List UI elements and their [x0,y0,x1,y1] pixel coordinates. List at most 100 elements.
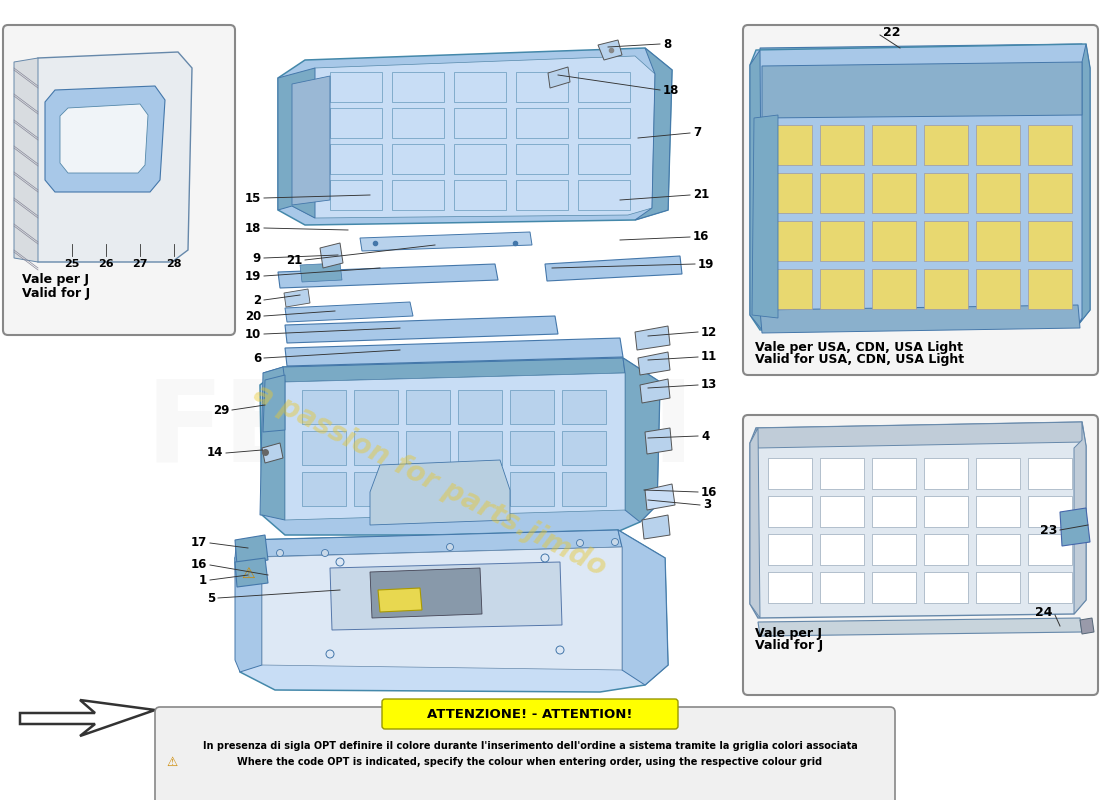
Polygon shape [924,534,968,565]
Polygon shape [1028,534,1072,565]
Polygon shape [292,56,654,218]
Polygon shape [562,431,606,465]
Polygon shape [236,530,622,557]
Polygon shape [302,390,346,424]
Polygon shape [872,496,916,527]
Polygon shape [370,568,482,618]
Polygon shape [263,358,625,382]
FancyBboxPatch shape [3,25,235,335]
Polygon shape [635,48,672,220]
Circle shape [447,543,453,550]
Circle shape [321,550,329,557]
Polygon shape [820,269,864,309]
Polygon shape [820,173,864,213]
Text: 4: 4 [701,430,710,442]
Polygon shape [454,180,506,210]
Polygon shape [762,62,1082,118]
Polygon shape [544,256,682,281]
Polygon shape [638,352,670,375]
Polygon shape [330,180,382,210]
Polygon shape [406,472,450,506]
Polygon shape [578,144,630,174]
Polygon shape [976,496,1020,527]
Polygon shape [510,431,554,465]
Text: 26: 26 [98,259,113,269]
Polygon shape [278,264,498,288]
Polygon shape [750,50,762,330]
Text: Valid for J: Valid for J [755,638,823,651]
Text: 21: 21 [286,254,302,266]
Polygon shape [1028,173,1072,213]
Text: 3: 3 [703,498,711,511]
Polygon shape [262,443,283,463]
Polygon shape [1078,44,1090,325]
Text: In presenza di sigla OPT definire il colore durante l'inserimento dell'ordine a : In presenza di sigla OPT definire il col… [202,741,857,751]
Polygon shape [454,72,506,102]
Polygon shape [976,269,1020,309]
Polygon shape [20,700,155,736]
Text: 18: 18 [663,83,680,97]
Polygon shape [516,108,568,138]
Polygon shape [510,472,554,506]
Polygon shape [516,180,568,210]
Polygon shape [302,472,346,506]
Polygon shape [454,144,506,174]
Text: 21: 21 [693,189,710,202]
Polygon shape [392,144,444,174]
Polygon shape [924,221,968,261]
Polygon shape [1028,458,1072,489]
Polygon shape [756,422,1084,448]
Polygon shape [285,338,623,366]
Polygon shape [454,108,506,138]
Polygon shape [1080,618,1094,634]
Polygon shape [562,390,606,424]
Text: Vale per USA, CDN, USA Light: Vale per USA, CDN, USA Light [755,342,962,354]
Polygon shape [235,535,268,565]
Polygon shape [924,269,968,309]
Polygon shape [578,72,630,102]
Text: Vale per J: Vale per J [755,626,822,639]
FancyBboxPatch shape [742,25,1098,375]
Text: 6: 6 [253,351,261,365]
Circle shape [326,650,334,658]
Circle shape [541,554,549,562]
Polygon shape [235,530,668,692]
Text: 7: 7 [693,126,701,139]
Circle shape [576,539,583,546]
Polygon shape [768,269,812,309]
Polygon shape [378,588,422,612]
Polygon shape [392,108,444,138]
Polygon shape [260,358,660,535]
Polygon shape [24,52,192,262]
Text: 22: 22 [883,26,901,38]
Polygon shape [1028,496,1072,527]
Polygon shape [354,472,398,506]
Text: 9: 9 [253,251,261,265]
Polygon shape [360,232,532,251]
Text: Where the code OPT is indicated, specify the colour when entering order, using t: Where the code OPT is indicated, specify… [238,757,823,767]
Polygon shape [278,68,315,218]
Polygon shape [235,558,268,587]
Polygon shape [820,496,864,527]
Polygon shape [645,428,672,454]
Polygon shape [820,458,864,489]
Text: 11: 11 [701,350,717,363]
Polygon shape [924,173,968,213]
Polygon shape [760,44,1086,66]
Polygon shape [562,472,606,506]
Polygon shape [924,458,968,489]
Polygon shape [768,572,812,603]
Text: 10: 10 [244,327,261,341]
Polygon shape [330,562,562,630]
FancyBboxPatch shape [155,707,895,800]
Polygon shape [1028,221,1072,261]
Text: 8: 8 [663,38,671,50]
Polygon shape [235,540,262,672]
Polygon shape [1074,422,1086,614]
Polygon shape [60,104,148,173]
Polygon shape [370,460,510,525]
Text: Vale per J: Vale per J [22,274,89,286]
Polygon shape [262,547,622,670]
Text: 25: 25 [64,259,79,269]
Circle shape [556,646,564,654]
